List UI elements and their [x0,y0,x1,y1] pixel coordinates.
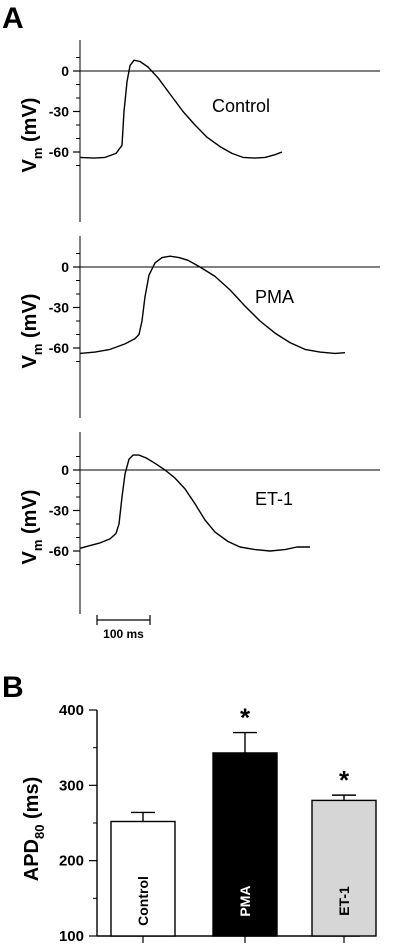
y-axis-title: Vm (mV) [19,98,45,173]
y-tick-label: 0 [61,259,69,275]
time-scale-bar: 100 ms [96,615,151,641]
y-tick-label: 0 [61,63,69,79]
ap-trace [79,255,346,355]
trace-label: ET-1 [255,489,293,509]
y-tick-label: -30 [49,104,69,120]
bar-y-axis-title: APD80 (ms) [21,777,47,882]
ap-trace [79,454,310,552]
y-tick-label: -60 [49,340,69,356]
bar-y-tick-label: 400 [59,702,84,719]
y-tick-label: -30 [49,300,69,316]
trace-label: Control [212,96,270,116]
significance-star: * [339,765,350,795]
panel-b-letter: B [2,671,24,704]
y-axis-title: Vm (mV) [19,294,45,369]
bar-pma [212,752,278,937]
bar-category-label: PMA [237,885,253,916]
ap-trace [79,59,283,159]
bar-y-tick-label: 300 [59,777,84,794]
bar-y-tick-label: 100 [59,928,84,945]
bar-category-label: Control [135,876,151,926]
y-axis-title: Vm (mV) [19,490,45,565]
panel-b: 100 200 300 400 APD80 (ms) Control * PMA * ET-1 [21,702,377,945]
scale-bar-label: 100 ms [103,627,144,641]
y-tick-label: -60 [49,144,69,160]
trace-label: PMA [255,287,294,307]
bar-y-tick-label: 200 [59,853,84,870]
y-tick-label: -60 [49,543,69,559]
panel-a-letter: A [2,2,24,35]
y-tick-label: 0 [61,462,69,478]
y-tick-label: -30 [49,503,69,519]
significance-star: * [240,703,251,733]
bar-category-label: ET-1 [336,886,352,916]
